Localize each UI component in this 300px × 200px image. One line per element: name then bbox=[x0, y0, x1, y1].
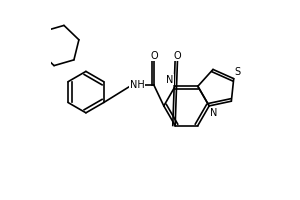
Text: O: O bbox=[174, 51, 182, 61]
Text: NH: NH bbox=[130, 80, 145, 90]
Text: S: S bbox=[235, 67, 241, 77]
Text: O: O bbox=[150, 51, 158, 61]
Text: N: N bbox=[166, 75, 174, 85]
Text: N: N bbox=[210, 108, 218, 118]
